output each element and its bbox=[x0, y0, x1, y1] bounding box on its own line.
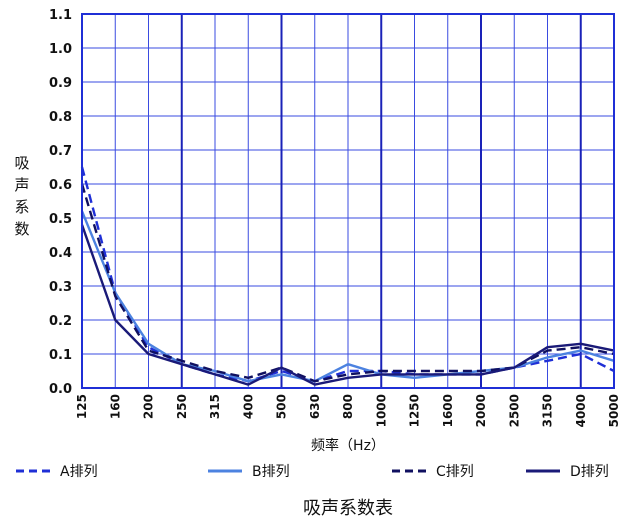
plot-frame bbox=[81, 13, 615, 389]
x-tick-label: 125 bbox=[75, 394, 89, 419]
x-axis-label: 频率（Hz） bbox=[311, 437, 385, 454]
series-line-4 bbox=[80, 224, 615, 386]
y-tick-label: 0.3 bbox=[49, 280, 72, 295]
legend-label: D排列 bbox=[570, 464, 609, 480]
x-tick-label: 4000 bbox=[574, 394, 588, 427]
chart-caption: 吸声系数表 bbox=[303, 498, 393, 519]
x-tick-label: 3150 bbox=[541, 394, 555, 427]
y-tick-label: 0.5 bbox=[49, 212, 72, 227]
legend-label: A排列 bbox=[60, 464, 98, 480]
grid bbox=[81, 13, 615, 389]
legend: A排列 B排列 C排列 D排列 bbox=[16, 464, 609, 480]
x-tick-label: 1000 bbox=[374, 394, 388, 427]
x-tick-label: 400 bbox=[241, 394, 255, 419]
y-tick-label: 0.2 bbox=[49, 314, 72, 329]
y-tick-labels: 0.0 0.1 0.2 0.3 0.4 0.5 0.6 0.7 0.8 0.9 1.0 1.1 bbox=[49, 8, 72, 397]
y-axis-label-char: 数 bbox=[14, 220, 29, 238]
x-tick-label: 1600 bbox=[441, 394, 455, 427]
x-tick-label: 5000 bbox=[607, 394, 621, 427]
x-tick-label: 2500 bbox=[507, 394, 521, 427]
x-tick-labels: 125 160 200 250 315 400 500 630 800 1000 1250 1600 2… bbox=[75, 394, 621, 427]
y-axis-label-char: 声 bbox=[14, 176, 29, 194]
y-tick-label: 1.1 bbox=[49, 8, 72, 23]
y-axis-label-char: 吸 bbox=[14, 154, 29, 172]
y-tick-label: 0.8 bbox=[49, 110, 72, 125]
series-lines bbox=[80, 166, 615, 386]
x-tick-label: 500 bbox=[275, 394, 289, 419]
y-tick-label: 0.6 bbox=[49, 178, 72, 193]
legend-label: C排列 bbox=[436, 464, 474, 480]
y-tick-label: 0.7 bbox=[49, 144, 72, 159]
y-tick-label: 0.4 bbox=[49, 246, 72, 261]
y-tick-label: 0.9 bbox=[49, 76, 72, 91]
x-tick-label: 160 bbox=[108, 394, 122, 419]
y-tick-label: 0.0 bbox=[49, 382, 72, 397]
y-tick-label: 1.0 bbox=[49, 42, 72, 57]
y-tick-label: 0.1 bbox=[49, 348, 72, 363]
x-tick-label: 1250 bbox=[408, 394, 422, 427]
x-tick-label: 800 bbox=[341, 394, 355, 419]
legend-label: B排列 bbox=[252, 464, 290, 480]
y-axis-label: 吸声系数 bbox=[14, 154, 29, 238]
x-tick-label: 630 bbox=[308, 394, 322, 419]
x-tick-label: 2000 bbox=[474, 394, 488, 427]
x-tick-label: 200 bbox=[142, 394, 156, 419]
x-tick-label: 315 bbox=[208, 394, 222, 419]
x-tick-label: 250 bbox=[175, 394, 189, 419]
y-axis-label-char: 系 bbox=[14, 198, 29, 216]
